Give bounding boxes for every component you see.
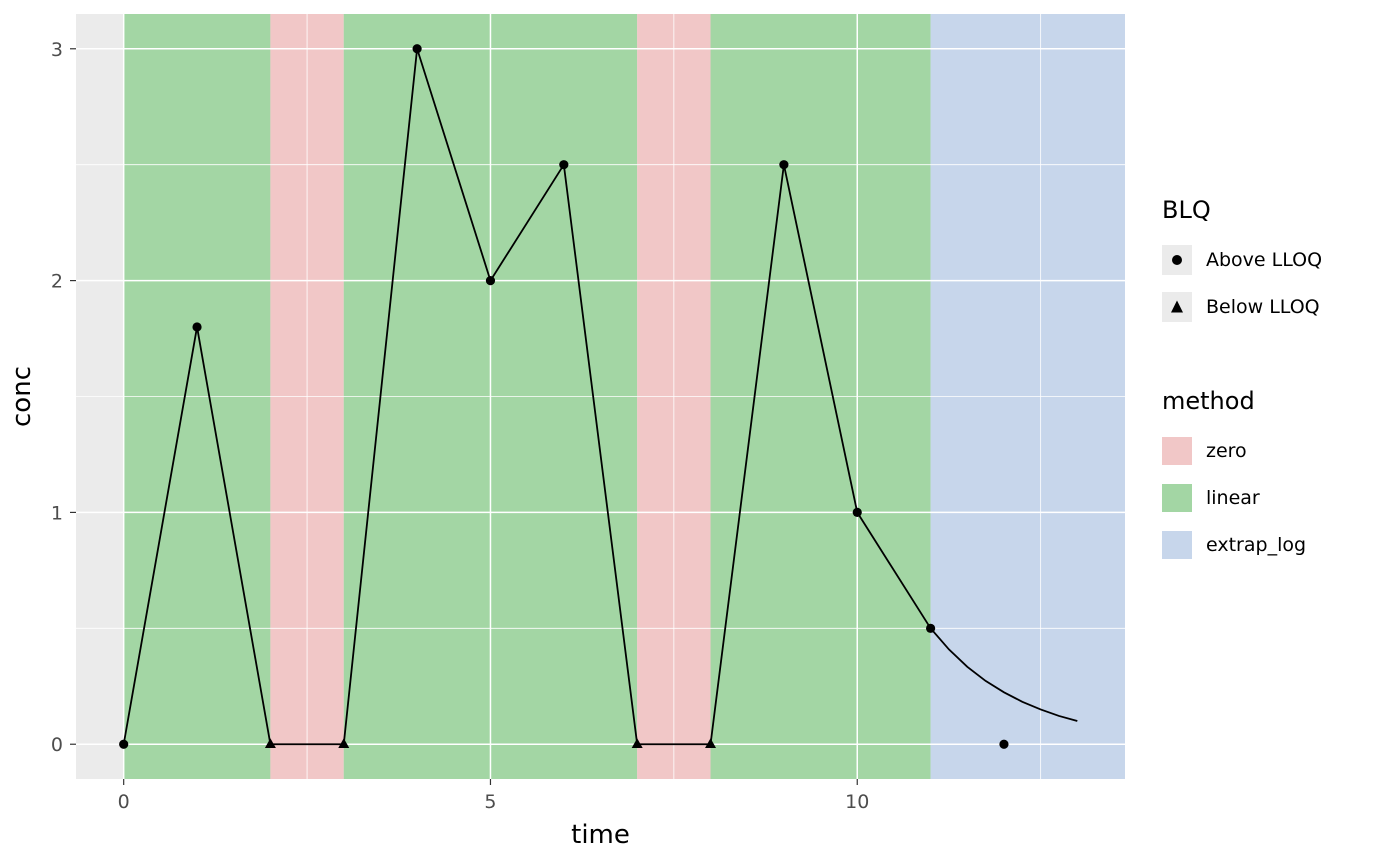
- legend-item-zero: zero: [1162, 428, 1400, 475]
- y-tick-label: 2: [51, 271, 63, 293]
- legend-item-extrap-log: extrap_log: [1162, 522, 1400, 569]
- linear-color-swatch: [1162, 484, 1192, 513]
- data-point-circle: [852, 507, 862, 518]
- circle-marker-icon: [1172, 255, 1182, 266]
- legend-title-method: method: [1162, 386, 1255, 415]
- legend-label-above-lloq: Above LLOQ: [1206, 249, 1323, 272]
- legend-label-linear: linear: [1206, 487, 1260, 510]
- x-tick-label: 10: [845, 791, 869, 813]
- x-axis-title: time: [571, 820, 630, 850]
- legend-label-below-lloq: Below LLOQ: [1206, 296, 1320, 319]
- data-point-circle: [779, 160, 789, 170]
- y-tick-label: 0: [51, 734, 63, 756]
- zero-color-swatch: [1162, 437, 1192, 466]
- y-tick-label: 1: [51, 502, 63, 524]
- above-lloq-key: [1162, 245, 1192, 276]
- extrapolation-curve: [929, 627, 1078, 722]
- x-tick-label: 5: [484, 791, 496, 813]
- legend-label-extrap-log: extrap_log: [1206, 534, 1307, 557]
- data-point-circle: [999, 739, 1009, 749]
- x-tick-label: 0: [118, 791, 130, 813]
- chart-area: 0 5 10 0 1 2 3 time conc: [7, 14, 1125, 850]
- data-point-triangle: [631, 738, 643, 749]
- extrap-log-color-swatch: [1162, 531, 1192, 560]
- legend-item-linear: linear: [1162, 475, 1400, 522]
- data-point-circle: [119, 739, 129, 749]
- data-point-triangle: [264, 738, 276, 749]
- legend-group-method: method zero linear extrap_log: [1162, 387, 1400, 569]
- concentration-line: [122, 48, 932, 746]
- below-lloq-key: [1162, 292, 1192, 323]
- data-point-triangle: [705, 738, 717, 749]
- data-point-circle: [559, 160, 569, 170]
- legend-item-above-lloq: Above LLOQ: [1162, 237, 1400, 284]
- legend: BLQ Above LLOQ Below LLOQ method zero: [1140, 0, 1400, 865]
- legend-item-below-lloq: Below LLOQ: [1162, 284, 1400, 331]
- data-point-circle: [485, 275, 496, 286]
- legend-title-blq: BLQ: [1162, 196, 1211, 224]
- legend-label-zero: zero: [1206, 440, 1247, 463]
- data-point-triangle: [338, 738, 350, 749]
- data-point-circle: [192, 322, 202, 332]
- data-point-circle: [412, 44, 422, 54]
- y-tick-label: 3: [51, 39, 63, 61]
- legend-group-blq: BLQ Above LLOQ Below LLOQ: [1162, 196, 1400, 331]
- y-axis-title: conc: [7, 366, 37, 427]
- triangle-marker-icon: [1171, 300, 1183, 313]
- data-point-circle: [926, 623, 936, 633]
- chart-svg: 0 5 10 0 1 2 3 time conc: [7, 14, 1125, 850]
